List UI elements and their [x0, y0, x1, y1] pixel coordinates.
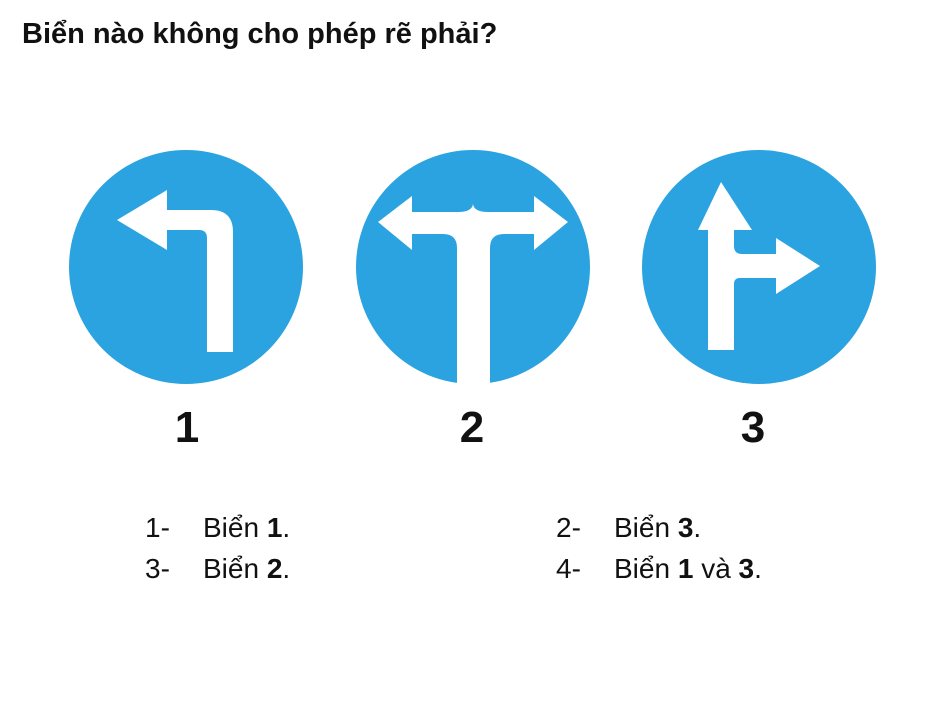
- answer-index: 4-: [556, 553, 581, 584]
- question-title: Biển nào không cho phép rẽ phải?: [22, 18, 498, 50]
- sign-1: [69, 150, 303, 384]
- sign-1-number: 1: [174, 403, 200, 452]
- turn-left-arrow-icon: [69, 150, 303, 384]
- answer-suffix: .: [282, 512, 291, 543]
- answer-prefix: Biển: [614, 553, 671, 584]
- answer-option-3[interactable]: 3- Biển 2.: [145, 553, 290, 585]
- answer-sign-number: 1: [266, 512, 283, 543]
- answer-option-1[interactable]: 1- Biển 1.: [145, 512, 290, 544]
- answer-suffix: .: [282, 553, 291, 584]
- answer-suffix: .: [754, 553, 762, 584]
- straight-or-right-arrow-icon: [642, 150, 876, 384]
- answer-sign-number: 2: [266, 553, 283, 584]
- answer-prefix: Biển: [614, 512, 671, 543]
- sign-3-number: 3: [740, 403, 766, 452]
- answer-prefix: Biển: [203, 512, 260, 543]
- sign-2: [356, 150, 590, 384]
- sign-2-number: 2: [459, 403, 485, 452]
- answer-index: 1-: [145, 512, 170, 543]
- sign-3: [642, 150, 876, 384]
- answer-sign-number: 3: [677, 512, 694, 543]
- answer-option-4[interactable]: 4- Biển 1 và 3.: [556, 553, 762, 585]
- answer-index: 2-: [556, 512, 581, 543]
- answer-index: 3-: [145, 553, 170, 584]
- answer-sign-number: 1: [677, 553, 694, 584]
- answer-sign-number-2: 3: [738, 553, 755, 584]
- left-right-fork-arrow-icon: [356, 150, 590, 384]
- answer-option-2[interactable]: 2- Biển 3.: [556, 512, 701, 544]
- answer-suffix: .: [693, 512, 702, 543]
- answer-conjunction: và: [701, 553, 731, 584]
- answer-prefix: Biển: [203, 553, 260, 584]
